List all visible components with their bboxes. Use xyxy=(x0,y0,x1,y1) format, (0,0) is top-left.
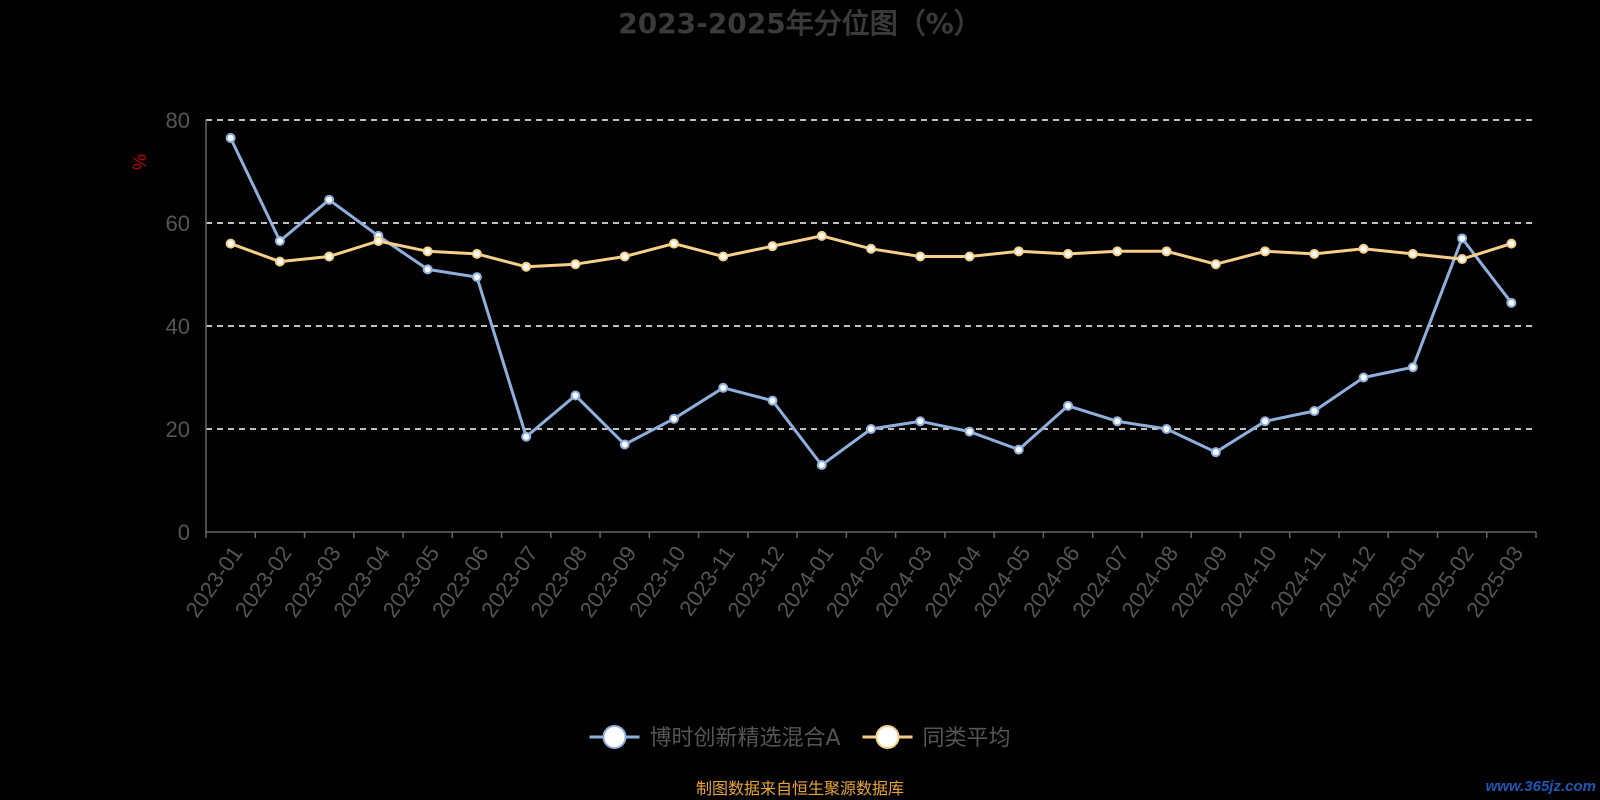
data-point-0-20 xyxy=(1210,447,1221,458)
data-point-1-12 xyxy=(816,230,827,241)
data-point-1-13 xyxy=(866,243,876,254)
data-point-0-11 xyxy=(767,395,778,406)
data-point-0-22 xyxy=(1309,405,1320,416)
data-point-0-15 xyxy=(964,426,975,437)
data-point-1-26 xyxy=(1506,238,1517,249)
watermark: www.365jz.com xyxy=(1486,778,1596,795)
data-point-1-23 xyxy=(1358,243,1369,254)
y-tick-label-40: 40 xyxy=(166,314,190,339)
y-tick-label-80: 80 xyxy=(166,108,190,133)
data-point-0-0 xyxy=(225,133,236,144)
data-point-1-9 xyxy=(668,238,679,249)
series-lines xyxy=(225,133,1517,471)
data-point-0-18 xyxy=(1112,416,1123,427)
data-point-1-19 xyxy=(1161,246,1172,257)
data-point-0-19 xyxy=(1161,424,1172,434)
data-point-0-24 xyxy=(1407,362,1418,373)
data-point-1-16 xyxy=(1013,246,1024,257)
source-note: 制图数据来自恒生聚源数据库 xyxy=(696,779,904,798)
series-1 xyxy=(225,230,1517,272)
data-point-1-0 xyxy=(225,238,236,249)
data-point-0-13 xyxy=(866,424,876,434)
data-point-0-9 xyxy=(668,413,679,424)
series-0 xyxy=(225,133,1517,471)
legend-label-0: 博时创新精选混合A xyxy=(650,726,841,751)
data-point-1-6 xyxy=(521,261,532,272)
data-point-0-26 xyxy=(1506,297,1517,308)
series-line-0 xyxy=(229,137,1513,467)
data-point-1-11 xyxy=(767,241,778,252)
data-point-0-2 xyxy=(324,194,335,205)
legend-item-1[interactable]: 同类平均 xyxy=(862,725,1011,751)
data-point-0-25 xyxy=(1457,233,1468,244)
data-point-0-17 xyxy=(1063,400,1074,411)
data-point-1-21 xyxy=(1260,246,1271,257)
legend-marker-0 xyxy=(602,725,627,749)
data-point-1-14 xyxy=(915,251,926,262)
data-point-0-14 xyxy=(915,416,926,427)
data-point-0-21 xyxy=(1260,416,1271,427)
data-point-0-10 xyxy=(718,382,729,393)
data-point-0-6 xyxy=(521,431,532,442)
data-point-1-10 xyxy=(718,251,729,262)
data-point-1-22 xyxy=(1309,248,1320,259)
data-point-1-8 xyxy=(619,251,630,262)
legend[interactable]: 博时创新精选混合A 同类平均 xyxy=(589,725,1011,751)
data-point-1-2 xyxy=(324,251,335,262)
data-point-1-7 xyxy=(570,259,581,270)
legend-item-0[interactable]: 博时创新精选混合A xyxy=(589,725,841,751)
data-point-1-24 xyxy=(1407,248,1418,259)
data-point-1-1 xyxy=(274,256,285,267)
data-point-0-4 xyxy=(422,264,433,275)
y-tick-label-0: 0 xyxy=(178,520,190,545)
data-point-1-3 xyxy=(373,236,384,247)
axes: 0204060802023-012023-022023-032023-04202… xyxy=(166,108,1537,622)
data-point-1-17 xyxy=(1063,248,1074,259)
gridlines xyxy=(206,119,1536,430)
data-point-1-4 xyxy=(422,246,433,257)
data-point-0-5 xyxy=(471,272,482,283)
data-point-0-8 xyxy=(619,439,630,450)
data-point-0-7 xyxy=(570,390,581,401)
data-point-0-23 xyxy=(1358,372,1369,383)
data-point-1-18 xyxy=(1112,246,1123,257)
data-point-0-12 xyxy=(816,460,827,471)
data-point-0-16 xyxy=(1013,444,1024,455)
data-point-1-5 xyxy=(471,248,482,259)
y-tick-label-60: 60 xyxy=(166,211,190,236)
y-tick-label-20: 20 xyxy=(166,417,190,442)
y-axis-label: % xyxy=(130,154,150,170)
legend-marker-1 xyxy=(875,725,900,749)
legend-label-1: 同类平均 xyxy=(923,726,1011,751)
chart-title: 2023-2025年分位图（%） xyxy=(618,7,982,40)
data-point-1-20 xyxy=(1210,259,1221,270)
data-point-1-15 xyxy=(964,251,975,262)
data-point-1-25 xyxy=(1457,254,1468,265)
data-point-0-1 xyxy=(274,236,285,247)
